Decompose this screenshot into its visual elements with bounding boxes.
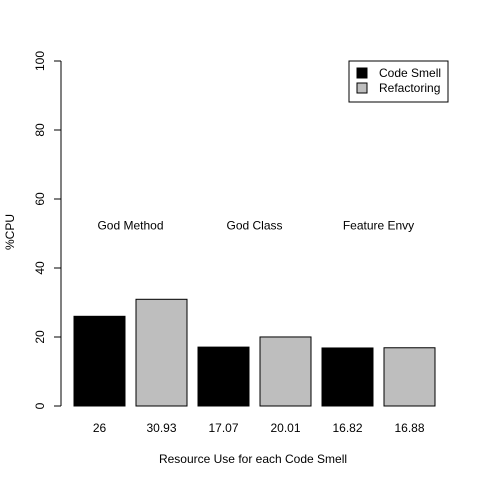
x-tick-label: 30.93 [146,421,176,435]
bar-code-smell [321,347,374,407]
legend-swatch [356,67,368,79]
x-tick-labels: 26 30.93 17.07 20.01 16.82 16.88 [93,421,425,435]
y-axis-title: %CPU [3,214,17,250]
bar-refactoring [259,336,312,407]
legend-label: Code Smell [379,66,441,80]
legend-swatch [356,82,368,94]
group-label: God Method [97,219,163,233]
x-tick-label: 16.82 [332,421,362,435]
bar-code-smell [197,346,250,407]
bar-code-smell [73,315,126,407]
y-axis: 0 20 40 60 80 100 [33,51,62,409]
group-labels: God Method God Class Feature Envy [97,219,414,233]
y-tick-label: 100 [33,51,47,71]
x-tick-label: 16.88 [394,421,424,435]
bar-refactoring [383,347,436,407]
y-tick-label: 40 [33,261,47,275]
x-tick-label: 20.01 [270,421,300,435]
y-tick-label: 0 [33,402,47,409]
group-label: Feature Envy [343,219,414,233]
y-tick-label: 20 [33,330,47,344]
y-tick-label: 60 [33,192,47,206]
x-tick-label: 26 [93,421,107,435]
legend-label: Refactoring [379,81,440,95]
y-tick-label: 80 [33,123,47,137]
x-tick-label: 17.07 [208,421,238,435]
bar-refactoring [135,298,188,407]
x-axis-title: Resource Use for each Code Smell [159,452,347,466]
bars [73,298,436,407]
group-label: God Class [226,219,282,233]
